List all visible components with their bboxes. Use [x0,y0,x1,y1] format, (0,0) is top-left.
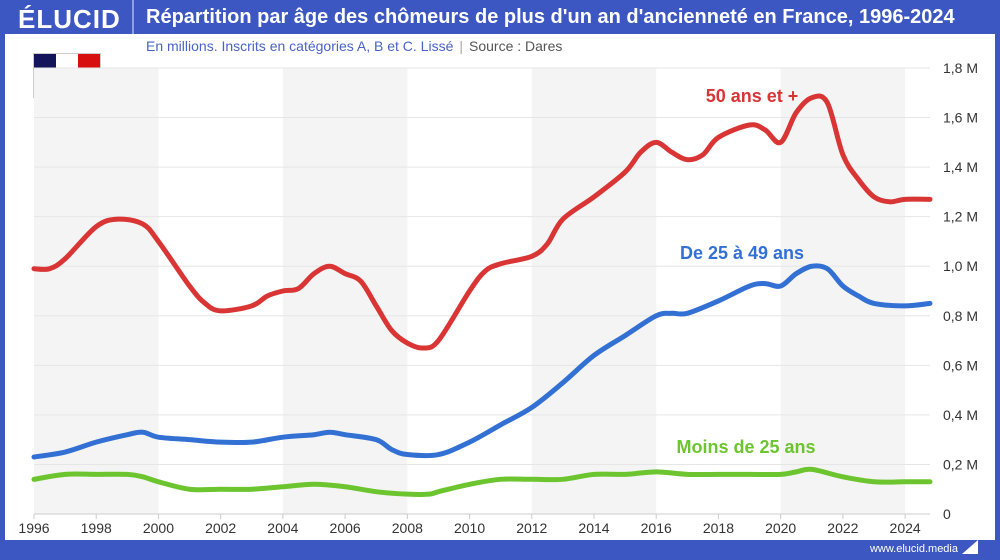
elucid-logo: ÉLUCID [18,4,121,34]
background-band [531,68,657,514]
series-label: 50 ans et + [706,86,799,106]
y-tick-label: 1,2 M [943,209,978,225]
source-text: Source : Dares [469,38,563,54]
y-tick-label: 0,4 M [943,407,978,423]
series-label: Moins de 25 ans [676,437,815,457]
y-tick-label: 1,8 M [943,60,978,76]
subtitle-text: En millions. Inscrits en catégories A, B… [146,38,454,54]
y-tick-label: 0,2 M [943,456,978,472]
x-tick-label: 2004 [267,520,298,536]
series-line-1 [31,263,933,460]
series-label: De 25 à 49 ans [680,243,804,263]
y-tick-label: 1,4 M [943,159,978,175]
y-tick-label: 1,6 M [943,110,978,126]
y-tick-label: 0,8 M [943,308,978,324]
x-tick-label: 2022 [827,520,858,536]
header-divider [132,0,134,36]
header-bar: ÉLUCID Répartition par âge des chômeurs … [0,0,1000,36]
series-line-0 [31,93,933,351]
x-tick-label: 2024 [890,520,921,536]
footer-url[interactable]: www.elucid.media [869,543,958,555]
y-tick-label: 1,0 M [943,258,978,274]
background-band [780,68,906,514]
elucid-corner-icon [962,540,978,554]
x-tick-label: 2018 [703,520,734,536]
y-tick-label: 0,6 M [943,357,978,373]
x-tick-label: 2012 [516,520,547,536]
x-tick-label: 2010 [454,520,485,536]
chart-subtitle: En millions. Inscrits en catégories A, B… [146,38,563,54]
x-tick-label: 2014 [578,520,609,536]
x-tick-label: 2002 [205,520,236,536]
x-tick-label: 2000 [143,520,174,536]
x-tick-label: 2016 [641,520,672,536]
x-tick-label: 2006 [330,520,361,536]
y-tick-label: 0 [943,506,951,522]
x-tick-label: 1996 [18,520,49,536]
background-band [34,68,159,514]
x-tick-label: 2020 [765,520,796,536]
chart-title: Répartition par âge des chômeurs de plus… [146,6,955,28]
series-line-2 [31,466,933,497]
x-tick-label: 2008 [392,520,423,536]
x-tick-label: 1998 [81,520,112,536]
background-band [282,68,408,514]
